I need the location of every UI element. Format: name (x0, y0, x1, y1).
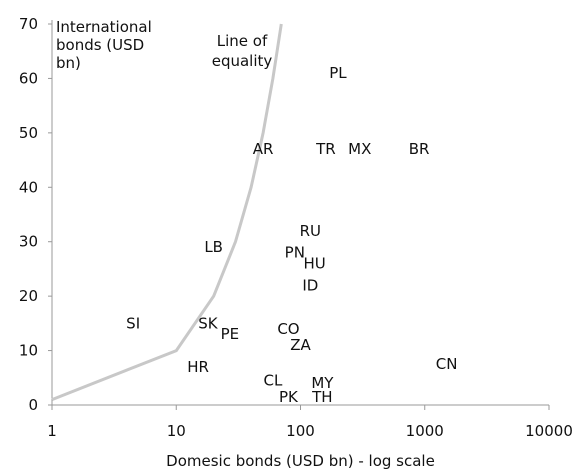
x-tick-label: 10000 (525, 422, 573, 440)
line-of-equality (51, 23, 283, 401)
y-tick-label: 10 (19, 342, 38, 360)
y-tick-label: 60 (19, 69, 38, 87)
point-label-th: TH (311, 388, 332, 406)
point-label-pl: PL (329, 64, 347, 82)
point-label-hr: HR (187, 358, 209, 376)
point-label-pe: PE (221, 325, 240, 343)
x-tick-label: 10 (167, 422, 186, 440)
y-tick-label: 20 (19, 287, 38, 305)
y-tick-label: 30 (19, 233, 38, 251)
ticks: 0 10 20 30 40 50 60 70 1 10 100 1000 10000 (19, 15, 573, 440)
point-label-co: CO (277, 320, 299, 338)
y-tick-label: 50 (19, 124, 38, 142)
point-label-tr: TR (315, 140, 336, 158)
point-label-cl: CL (264, 372, 283, 390)
point-label-id: ID (302, 276, 318, 294)
y-tick-label: 40 (19, 178, 38, 196)
y-axis-title-line: bn) (56, 54, 81, 72)
point-label-ru: RU (300, 222, 321, 240)
point-label-za: ZA (290, 336, 311, 354)
x-axis-title: Domesic bonds (USD bn) - log scale (166, 452, 435, 470)
x-tick-label: 1 (47, 422, 57, 440)
point-label-pk: PK (279, 388, 299, 406)
x-tick-label: 1000 (406, 422, 444, 440)
point-label-hu: HU (304, 254, 326, 272)
point-label-si: SI (126, 314, 140, 332)
point-label-lb: LB (204, 238, 223, 256)
point-label-my: MY (311, 374, 334, 392)
y-axis-title-line: International (56, 18, 152, 36)
point-label-pn: PN (285, 244, 305, 262)
line-of-equality-label: Line of (217, 32, 268, 50)
point-label-cn: CN (436, 355, 458, 373)
line-of-equality-label: equality (212, 52, 273, 70)
point-label-sk: SK (198, 314, 219, 332)
point-label-mx: MX (348, 140, 371, 158)
x-tick-label: 100 (286, 422, 315, 440)
y-tick-label: 70 (19, 15, 38, 33)
y-tick-label: 0 (28, 396, 38, 414)
y-axis-title-line: bonds (USD (56, 36, 144, 54)
point-label-ar: AR (253, 140, 274, 158)
reference-line-group (51, 23, 283, 401)
point-label-br: BR (409, 140, 430, 158)
